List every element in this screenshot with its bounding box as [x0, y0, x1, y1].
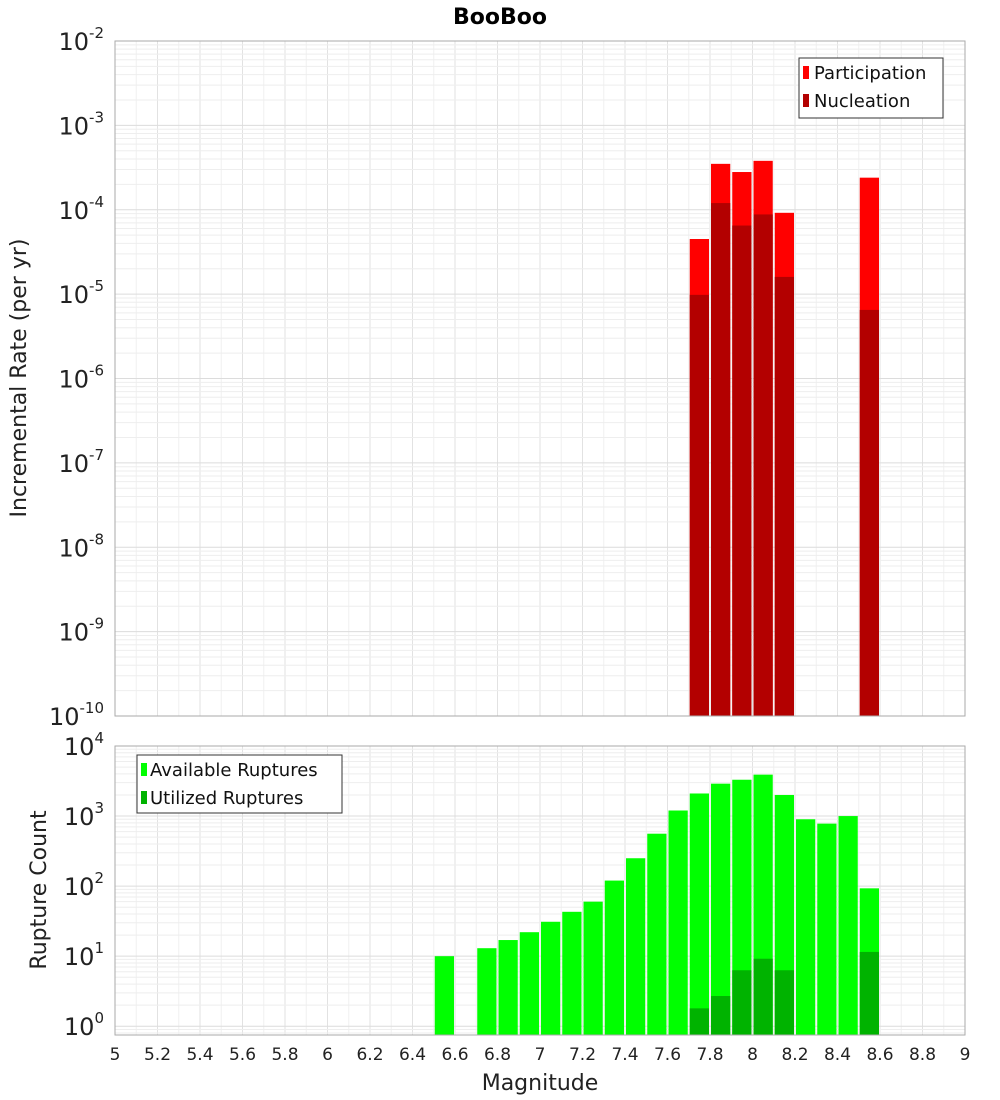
rate-y-tick-label: 10-9 [58, 615, 104, 647]
chart-title: BooBoo [453, 5, 547, 30]
bar-available-ruptures [583, 901, 603, 1035]
x-tick-label: 9 [960, 1045, 971, 1065]
count-panel: 100 101 102 103 104 5 5.2 5.4 5.6 5.8 6 6.2 6.4 6.6 6… [27, 729, 970, 1096]
bar-available-ruptures [541, 921, 561, 1035]
x-tick-label: 6.2 [356, 1045, 383, 1065]
x-tick-label: 6.4 [399, 1045, 426, 1065]
rate-y-tick-label: 10-5 [58, 277, 104, 309]
count-y-axis-label: Rupture Count [27, 810, 52, 970]
x-tick-label: 5.4 [186, 1045, 213, 1065]
x-axis-label: Magnitude [482, 1071, 599, 1096]
count-y-tick-label: 102 [64, 869, 104, 901]
count-bars [434, 774, 879, 1035]
rate-panel: 10-10 10-9 10-8 10-7 10-6 10-5 10-4 10-3 10-2 In… [7, 24, 966, 731]
bar-utilized-ruptures [753, 958, 773, 1035]
bar-available-ruptures [498, 940, 518, 1035]
x-tick-label: 6.6 [441, 1045, 468, 1065]
bar-available-ruptures [604, 880, 624, 1035]
x-tick-label: 7.6 [654, 1045, 681, 1065]
bar-utilized-ruptures [774, 970, 794, 1035]
x-tick-label: 6.8 [484, 1045, 511, 1065]
count-y-tick-label: 103 [64, 799, 104, 831]
bar-available-ruptures [796, 819, 816, 1035]
count-y-tick-label: 104 [64, 729, 104, 761]
rate-y-tick-label: 10-3 [58, 108, 104, 140]
rate-y-tick-label: 10-6 [58, 362, 104, 394]
bar-utilized-ruptures [689, 1008, 709, 1035]
count-y-tick-label: 101 [64, 939, 104, 971]
x-tick-label: 7.2 [569, 1045, 596, 1065]
x-tick-label: 7.4 [611, 1045, 638, 1065]
x-tick-label: 5.2 [144, 1045, 171, 1065]
legend-label-utilized: Utilized Ruptures [150, 788, 303, 809]
legend-label-nucleation: Nucleation [814, 91, 910, 112]
count-y-ticks: 100 101 102 103 104 [64, 729, 104, 1041]
legend-label-available: Available Ruptures [150, 760, 318, 781]
count-y-tick-label: 100 [64, 1009, 104, 1041]
x-tick-label: 5 [110, 1045, 121, 1065]
x-tick-label: 8 [747, 1045, 758, 1065]
legend-swatch-utilized [141, 791, 147, 804]
rate-y-tick-label: 10-7 [58, 446, 104, 478]
x-tick-label: 8.8 [909, 1045, 936, 1065]
bar-available-ruptures [647, 833, 667, 1035]
bar-available-ruptures [838, 816, 858, 1035]
rate-legend: Participation Nucleation [798, 57, 944, 119]
bar-available-ruptures [434, 956, 454, 1035]
x-tick-label: 7.8 [696, 1045, 723, 1065]
rate-plot-frame [114, 40, 966, 717]
bar-nucleation [732, 225, 752, 716]
x-tick-label: 5.8 [271, 1045, 298, 1065]
rate-y-tick-label: 10-10 [49, 699, 104, 731]
x-ticks: 5 5.2 5.4 5.6 5.8 6 6.2 6.4 6.6 6.8 7 7.2 7.4 7.6 7.8 8… [110, 1045, 971, 1065]
bar-available-ruptures [562, 911, 582, 1035]
rate-legend-box [798, 57, 944, 119]
x-tick-label: 7 [535, 1045, 546, 1065]
bar-available-ruptures [817, 823, 837, 1035]
bar-available-ruptures [519, 932, 539, 1035]
bar-available-ruptures [626, 858, 646, 1035]
bar-available-ruptures [477, 948, 497, 1035]
legend-swatch-available [141, 763, 147, 776]
bar-nucleation [774, 276, 794, 716]
bar-utilized-ruptures [859, 951, 879, 1035]
bar-nucleation [711, 203, 731, 716]
rate-y-ticks: 10-10 10-9 10-8 10-7 10-6 10-5 10-4 10-3 10-2 [49, 24, 104, 731]
count-legend-box [136, 754, 343, 814]
rate-gridlines [114, 40, 966, 717]
x-tick-label: 8.2 [781, 1045, 808, 1065]
bar-utilized-ruptures [711, 996, 731, 1035]
rate-y-axis-label: Incremental Rate (per yr) [7, 239, 32, 518]
rate-bars [689, 160, 879, 717]
rate-y-tick-label: 10-2 [58, 24, 104, 56]
x-tick-label: 5.6 [229, 1045, 256, 1065]
bar-nucleation [859, 309, 879, 716]
bar-utilized-ruptures [732, 970, 752, 1035]
x-tick-label: 8.4 [824, 1045, 851, 1065]
bar-nucleation [753, 214, 773, 717]
legend-label-participation: Participation [814, 63, 926, 84]
x-tick-label: 6 [322, 1045, 333, 1065]
bar-available-ruptures [689, 793, 709, 1035]
rate-y-tick-label: 10-8 [58, 530, 104, 562]
legend-swatch-nucleation [803, 94, 809, 107]
bar-nucleation [689, 294, 709, 716]
rate-y-tick-label: 10-4 [58, 193, 104, 225]
bar-available-ruptures [668, 810, 688, 1035]
bar-available-ruptures [711, 783, 731, 1035]
count-legend: Available Ruptures Utilized Ruptures [136, 754, 343, 814]
count-plot-frame [114, 745, 966, 1036]
legend-swatch-participation [803, 66, 809, 79]
x-tick-label: 8.6 [866, 1045, 893, 1065]
